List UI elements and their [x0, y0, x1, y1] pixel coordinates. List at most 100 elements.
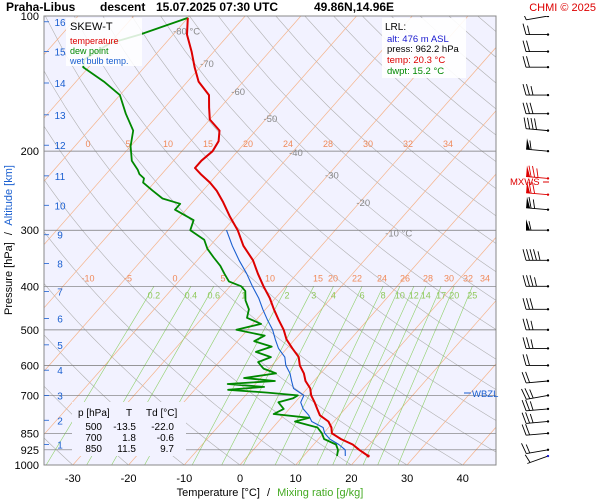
wind-barb-full: [528, 196, 532, 209]
table-cell-t: -13.5: [113, 422, 136, 433]
table-header-p: p [hPa]: [78, 408, 110, 419]
mixing-ratio-line: [191, 286, 288, 465]
mixing-ratio-line: [362, 286, 442, 465]
wind-barb-shaft: [526, 380, 549, 384]
isotherm-tick-label: 28: [423, 273, 433, 283]
wind-barb-full: [526, 337, 530, 349]
pressure-tick-label: 700: [21, 390, 39, 402]
isotherm-label: -50: [264, 114, 278, 125]
table-cell-p: 700: [85, 433, 102, 444]
isotherm-tick-label: -5: [124, 273, 132, 283]
mixing-ratio-label: 10: [395, 290, 405, 300]
altitude-tick-label: 15: [54, 48, 66, 59]
wind-barb-full: [526, 298, 530, 310]
table-header-td: Td [°C]: [146, 408, 177, 419]
wind-barb-shaft: [526, 128, 549, 132]
temperature-point: [366, 454, 370, 458]
isotherm-tick-label: 30: [444, 273, 454, 283]
table-background: [72, 402, 186, 456]
wind-barb-full: [522, 298, 527, 310]
wind-barb: [522, 40, 550, 53]
mixing-ratio-line: [221, 286, 315, 465]
table-cell-td: 9.7: [160, 444, 174, 455]
wind-barb: [522, 337, 550, 350]
isotherm-tick-label: 5: [125, 139, 130, 149]
lrl-press: press: 962.2 hPa: [387, 44, 460, 55]
wind-barb: [524, 454, 550, 464]
wind-barb-half: [530, 339, 534, 349]
wind-barb-full: [521, 424, 527, 436]
table-cell-t: 1.8: [122, 433, 136, 444]
wind-barb-station: [546, 65, 550, 69]
wind-barb-full: [533, 249, 537, 261]
wind-barb-full: [521, 388, 527, 400]
wind-barb-station: [546, 208, 550, 211]
table-cell-p: 850: [85, 444, 102, 455]
wind-barb-half: [525, 444, 531, 454]
wind-barb: [522, 102, 550, 115]
wind-barb-full: [522, 318, 527, 330]
wind-barb: [521, 388, 550, 400]
isotherm: [72, 16, 469, 465]
lrl-title: LRL:: [385, 22, 406, 33]
wind-barb-full: [526, 102, 530, 114]
wind-barb-station: [546, 347, 550, 350]
wind-barb-full: [527, 117, 531, 130]
temperature-tick-label: -10: [176, 473, 192, 485]
dewpoint-line: [82, 17, 339, 457]
isotherm-tick-label: 10: [265, 273, 275, 283]
plot-frame: [43, 15, 497, 466]
legend-title: SKEW-T: [70, 21, 113, 33]
isotherm-tick-label: 22: [352, 273, 362, 283]
wind-barb-pennant: [526, 138, 531, 150]
wind-barb-full: [524, 388, 531, 399]
isotherm-tick-label: 20: [243, 139, 253, 149]
wind-barb-station: [546, 328, 550, 332]
x-axis-title-mixing: Mixing ratio [g/kg]: [277, 487, 363, 499]
isotherm-tick-label: 28: [323, 139, 333, 149]
altitude-tick-label: 16: [54, 18, 66, 29]
wind-barb-full: [525, 371, 531, 383]
altitude-tick-label: 7: [57, 288, 63, 299]
mixing-ratio-line: [345, 286, 427, 465]
wind-barb-station: [546, 93, 550, 97]
dry-adiabat: [102, 16, 496, 390]
wind-barb-full: [522, 354, 527, 366]
temperature-tick-label: 30: [401, 473, 413, 485]
temperature-line: [186, 17, 369, 457]
wind-barb-station: [546, 432, 550, 435]
pressure-tick-label: 300: [21, 225, 39, 237]
grid-lines: 0.2 0.4 0.6 1 2 3 4 6 8 10 12 14 17 20 250 5 10 15 20 24 28 3…: [44, 16, 496, 465]
x-axis-title-temperature: Temperature [°C]: [177, 487, 260, 499]
altitude-tick-label: 5: [57, 341, 63, 352]
altitude-tick-label: 14: [54, 79, 66, 90]
wind-barb-full: [522, 249, 527, 261]
isotherm: [351, 300, 496, 465]
wind-barb-half: [534, 277, 537, 287]
temperature-tick-label: 40: [457, 473, 469, 485]
wind-barb-full: [524, 16, 527, 20]
mixing-ratio-label: 3: [311, 290, 316, 300]
pressure-tick-label: 500: [21, 325, 39, 337]
wind-barb-full: [523, 117, 527, 129]
wind-barb: [526, 138, 550, 153]
isotherm-tick-label: 24: [283, 139, 293, 149]
wind-barb-full: [528, 165, 532, 177]
wind-barb-full: [526, 275, 530, 287]
dry-adiabat: [275, 16, 496, 217]
wind-barb: [522, 83, 550, 97]
isotherm-tick-label: 32: [463, 273, 473, 283]
dry-adiabat: [218, 16, 496, 273]
mixing-ratio-label: 20: [449, 290, 459, 300]
wind-barb: [522, 249, 550, 262]
wind-barb-full: [532, 165, 536, 178]
mixing-ratio-label: 14: [421, 290, 431, 300]
isotherm-tick-label: 0: [172, 273, 177, 283]
mixing-ratio-line: [316, 286, 401, 465]
mixing-ratio-label: 0.2: [148, 290, 161, 300]
wind-barb-station: [546, 420, 550, 423]
isotherm-label: -10 °C: [385, 229, 412, 240]
legend-dewpoint: dew point: [70, 46, 109, 56]
header-location: 49.86N,14.96E: [314, 0, 394, 14]
wind-barb-half: [528, 221, 532, 231]
